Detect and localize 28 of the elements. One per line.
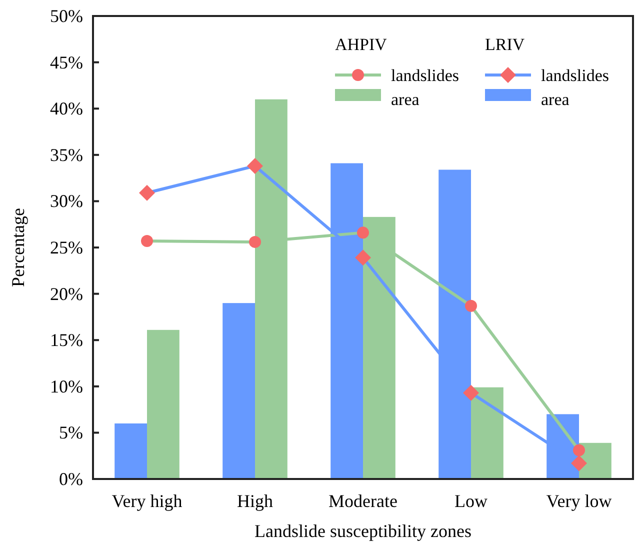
y-axis-title: Percentage [8, 208, 28, 287]
y-tick-label: 15% [50, 330, 83, 350]
y-tick-label: 10% [50, 376, 83, 396]
y-tick-label: 35% [50, 144, 83, 165]
y-tick-label: 30% [50, 191, 83, 212]
bar [114, 423, 147, 479]
x-tick-label: Very low [546, 491, 612, 511]
annotation: AHPIV [335, 35, 388, 54]
x-tick-label: Moderate [328, 491, 398, 511]
y-tick-label: 45% [50, 52, 83, 72]
legend-label: landslides [541, 66, 609, 85]
legend-label: landslides [391, 66, 459, 85]
y-tick-label: 5% [59, 422, 83, 443]
bar [222, 303, 255, 479]
x-axis-title: Landslide susceptibility zones [254, 521, 472, 541]
bar [471, 387, 504, 479]
y-tick-label: 20% [50, 284, 83, 304]
x-tick-label: High [237, 491, 273, 511]
legend-label: area [541, 90, 570, 109]
bar [147, 330, 180, 479]
y-tick-label: 50% [50, 6, 83, 26]
y-tick-label: 25% [50, 238, 83, 258]
annotation: LRIV [485, 35, 526, 54]
y-tick-label: 0% [59, 469, 83, 489]
x-tick-label: Very high [112, 491, 182, 511]
legend-label: area [391, 90, 420, 109]
x-tick-label: Low [454, 491, 488, 511]
y-tick-label: 40% [50, 98, 83, 119]
